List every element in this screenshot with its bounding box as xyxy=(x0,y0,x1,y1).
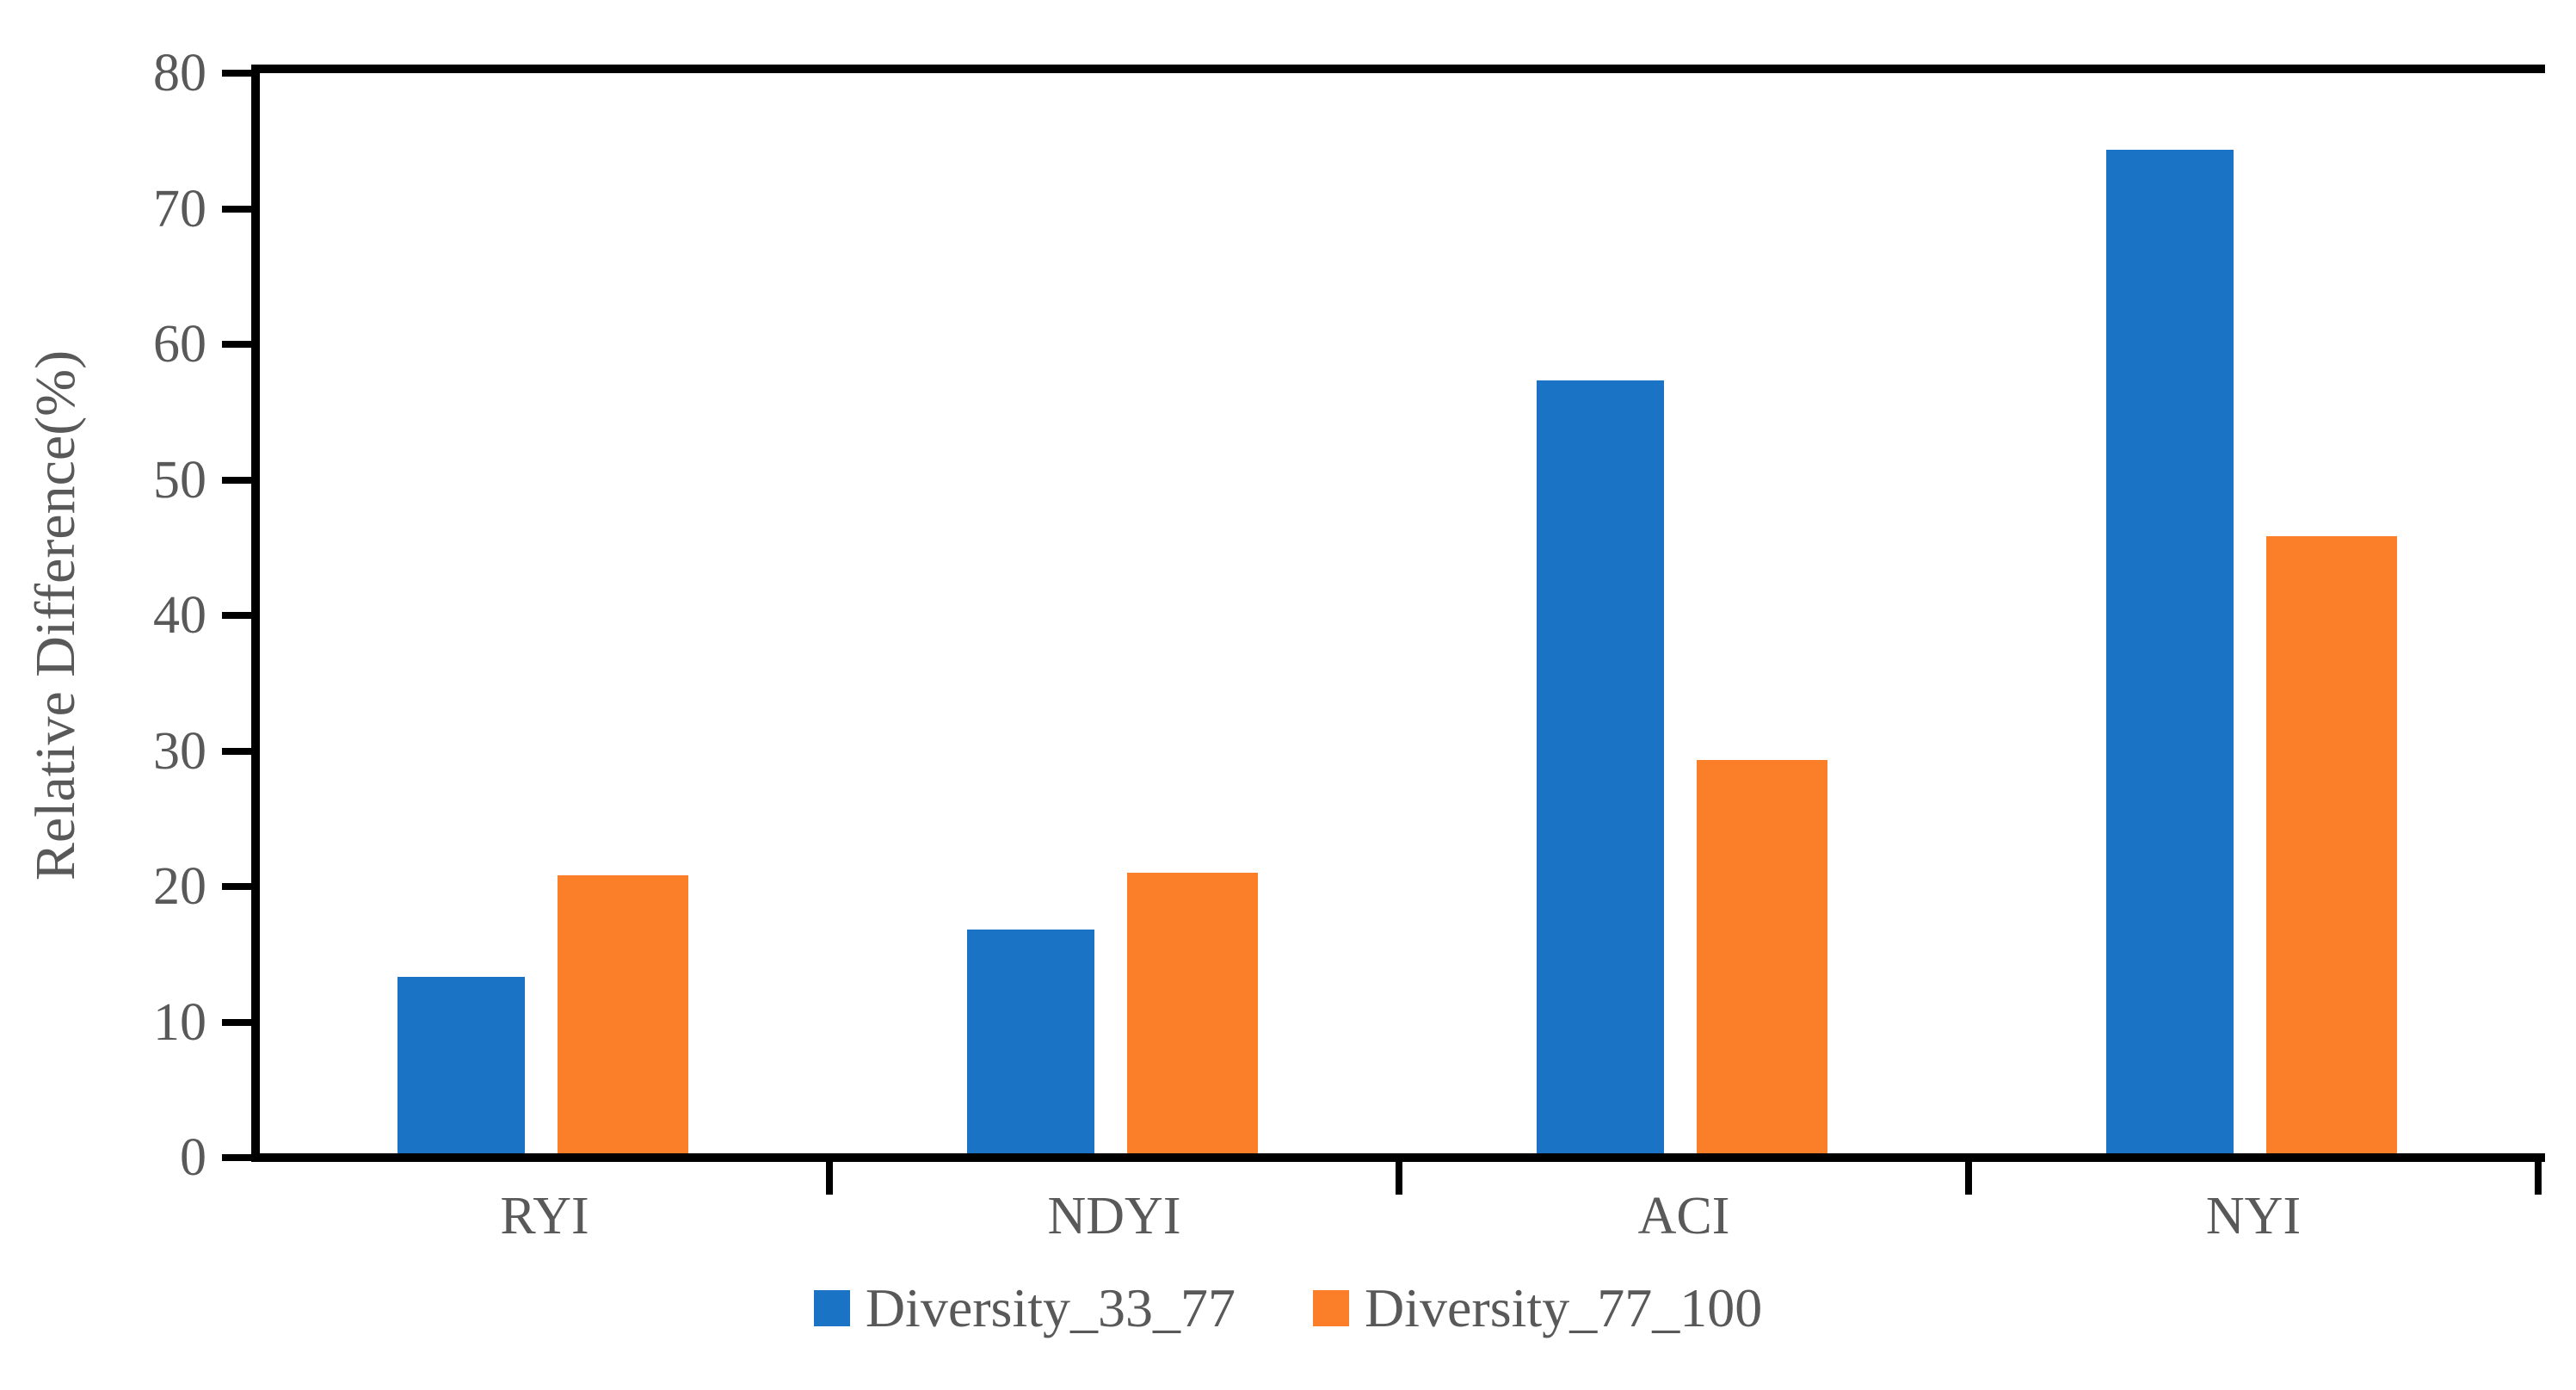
legend-swatch-icon xyxy=(813,1290,850,1326)
legend-item-diversity-33-77: Diversity_33_77 xyxy=(813,1276,1236,1341)
y-tick-label-30: 30 xyxy=(153,721,206,781)
y-tick-label-20: 20 xyxy=(153,857,206,916)
y-tick-10 xyxy=(222,1018,258,1026)
x-boundary-tick-4 xyxy=(2535,1162,2542,1195)
legend-label: Diversity_77_100 xyxy=(1365,1277,1763,1338)
x-boundary-tick-1 xyxy=(826,1162,833,1195)
y-tick-label-40: 40 xyxy=(153,586,206,645)
y-tick-label-70: 70 xyxy=(153,179,206,238)
y-tick-label-10: 10 xyxy=(153,992,206,1052)
bar-diversity-33-77-ndyi xyxy=(967,930,1094,1153)
y-tick-label-80: 80 xyxy=(153,44,206,102)
bar-diversity-33-77-ryi xyxy=(397,977,525,1153)
y-tick-0 xyxy=(222,1154,258,1161)
y-tick-label-60: 60 xyxy=(153,315,206,374)
legend-swatch-icon xyxy=(1313,1290,1349,1326)
y-tick-80 xyxy=(222,70,258,77)
y-tick-50 xyxy=(222,476,258,484)
x-category-label-nyi: NYI xyxy=(2205,1187,2302,1245)
legend-label: Diversity_33_77 xyxy=(865,1277,1236,1338)
bar-diversity-33-77-aci xyxy=(1537,380,1664,1153)
x-boundary-tick-2 xyxy=(1396,1162,1402,1195)
bar-diversity-77-100-ndyi xyxy=(1127,873,1258,1153)
x-category-label-ryi: RYI xyxy=(500,1187,589,1245)
x-category-label-ndyi: NDYI xyxy=(1047,1187,1181,1245)
y-tick-60 xyxy=(222,341,258,348)
bar-diversity-77-100-nyi xyxy=(2266,536,2397,1153)
y-tick-70 xyxy=(222,205,258,213)
legend: Diversity_33_77 Diversity_77_100 xyxy=(0,1276,2576,1341)
legend-item-diversity-77-100: Diversity_77_100 xyxy=(1313,1276,1762,1341)
y-tick-label-0: 0 xyxy=(180,1128,206,1187)
y-tick-label-50: 50 xyxy=(153,450,206,510)
plot-top-border xyxy=(251,65,2545,73)
x-axis-line xyxy=(251,1153,2545,1162)
bar-diversity-77-100-aci xyxy=(1697,760,1827,1153)
x-boundary-tick-3 xyxy=(1965,1162,1972,1195)
bar-diversity-33-77-nyi xyxy=(2106,150,2234,1153)
y-tick-40 xyxy=(222,612,258,619)
x-category-label-aci: ACI xyxy=(1637,1187,1730,1245)
y-tick-30 xyxy=(222,747,258,755)
y-tick-20 xyxy=(222,883,258,890)
bar-diversity-77-100-ryi xyxy=(558,875,688,1153)
